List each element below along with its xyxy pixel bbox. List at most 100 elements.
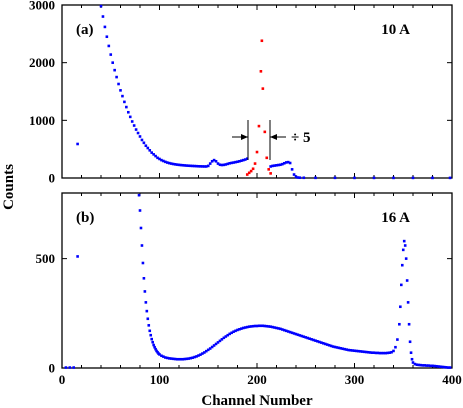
divide-by-five-label: ÷ 5 (291, 130, 310, 146)
panel-b-point (410, 357, 414, 361)
panel-a-point (119, 89, 122, 92)
panel-b-point (238, 327, 241, 331)
panel-a-point (183, 164, 187, 167)
panel-b-point (370, 351, 374, 354)
panel-b-point (333, 345, 337, 349)
panel-b-point (323, 342, 327, 346)
panel-a-point (218, 163, 222, 167)
panel-a-point (117, 82, 120, 86)
panel-a-point (99, 4, 103, 8)
panel-b-point (331, 345, 335, 348)
panel-a-point (333, 176, 337, 180)
panel-b-point (149, 333, 153, 337)
panel-b-point (279, 327, 282, 331)
panel-a-point (140, 138, 144, 142)
panel-b-point (425, 364, 428, 367)
panel-b-point (368, 351, 372, 354)
panel-b-point (236, 328, 239, 332)
panel-b-point (158, 353, 161, 356)
panel-b-point (76, 255, 79, 258)
panel-a-point (156, 156, 159, 160)
panel-a-point (121, 94, 124, 98)
panel-b-point (208, 347, 212, 350)
panel-b-point (259, 324, 263, 328)
panel-a-point (189, 164, 192, 168)
panel-b-point (72, 366, 75, 369)
panel-a-point (448, 176, 452, 180)
panel-b-point (147, 324, 151, 327)
panel-b-point (417, 363, 421, 367)
panel-a-point (160, 158, 163, 162)
panel-a-point (244, 158, 247, 161)
panel-b-point (169, 357, 173, 360)
panel-a-point (169, 162, 173, 165)
panel-b-label: (b) (76, 210, 94, 226)
panel-b-point (146, 317, 150, 321)
panel-a-y-tick-label: 3000 (29, 0, 55, 13)
panel-a-point (290, 168, 294, 171)
panel-a-point (199, 165, 202, 168)
panel-b-point (242, 326, 245, 330)
panel-b-point (140, 244, 144, 247)
x-axis-title: Channel Number (201, 393, 313, 408)
panel-b-point (404, 257, 408, 260)
panel-b-point (144, 301, 148, 304)
panel-b-point (302, 335, 306, 339)
panel-a-point (128, 115, 132, 119)
panel-b-point (199, 353, 202, 356)
x-tick-label: 200 (247, 372, 267, 387)
panel-b-point (405, 279, 409, 282)
panel-b-point (444, 366, 448, 369)
panel-a-point (179, 163, 183, 167)
panel-b-point (162, 355, 165, 358)
panel-b-point (275, 326, 278, 330)
panel-a-point (232, 161, 235, 164)
panel-a-point (286, 160, 290, 164)
panel-b-point (187, 357, 191, 360)
panel-a-point (431, 176, 434, 180)
panel-b-point (263, 324, 267, 328)
panel-b-point (409, 351, 413, 354)
panel-a-point (103, 25, 107, 29)
panel-b-point (327, 343, 331, 347)
panel-a-point (166, 161, 169, 164)
panel-a-point (208, 162, 212, 165)
panel-b-point (253, 324, 257, 328)
panel-b-point (269, 325, 272, 328)
panel-b-point (234, 329, 237, 333)
panel-a-point (298, 176, 302, 180)
panel-a-point (125, 105, 128, 109)
panel-a-point (132, 124, 136, 127)
panel-b-point (380, 351, 384, 355)
panel-a-point (269, 165, 272, 168)
panel-b-point (277, 327, 280, 330)
panel-b-point (226, 333, 230, 337)
panel-a-point (240, 159, 243, 162)
panel-a-point (177, 163, 181, 167)
panel-a-point (242, 158, 245, 162)
panel-a-point (216, 162, 220, 165)
panel-a-point (205, 165, 208, 168)
panel-b-point (337, 346, 341, 350)
panel-a-y-tick-label: 2000 (29, 55, 55, 70)
panel-b-point (220, 338, 224, 341)
panel-b-point (137, 193, 141, 197)
panel-b-point (155, 349, 158, 353)
panel-b-point (152, 343, 155, 347)
panel-a-point (136, 131, 140, 135)
panel-a-point (255, 150, 259, 154)
panel-b-point (374, 351, 378, 355)
panel-a-point (288, 161, 292, 165)
panel-a-point (201, 165, 204, 168)
panel-a-point (314, 176, 317, 180)
panel-b-point (138, 209, 142, 212)
panel-b-point (392, 349, 395, 353)
panel-b-point (401, 248, 405, 252)
panel-b-point (378, 351, 382, 355)
panel-b-point (247, 325, 251, 328)
panel-b-point (142, 277, 146, 280)
panel-b-point (349, 348, 352, 352)
panel-b-point (339, 347, 343, 350)
panel-b-point (284, 329, 288, 333)
